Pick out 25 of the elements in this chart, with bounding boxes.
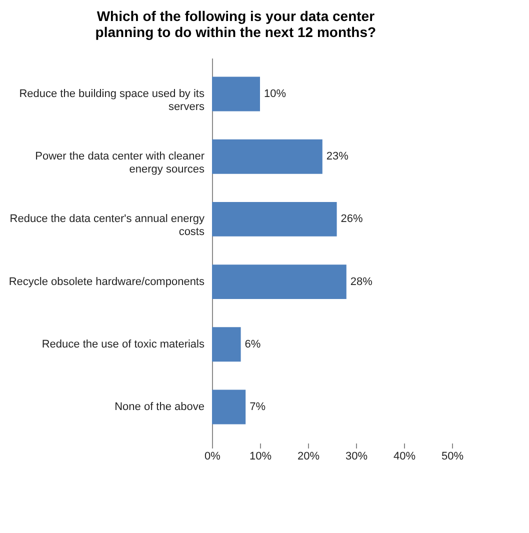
data-label: 28% xyxy=(350,276,373,288)
y-tick-label: Reduce the building space used by its servers xyxy=(19,88,205,113)
y-tick-label: Reduce the use of toxic materials xyxy=(42,338,205,350)
data-label: 6% xyxy=(244,338,261,350)
data-label: 7% xyxy=(250,401,266,414)
bar xyxy=(212,390,246,424)
y-tick-label: Recycle obsolete hardware/components xyxy=(8,276,205,288)
x-tick-label: 40% xyxy=(393,450,416,462)
bar xyxy=(212,76,260,112)
x-tick-label: 30% xyxy=(345,450,368,462)
x-tick-label: 10% xyxy=(249,450,272,462)
x-tick-label: 50% xyxy=(441,450,464,462)
y-tick-label: None of the above xyxy=(114,401,204,414)
bar xyxy=(212,139,322,174)
data-label: 10% xyxy=(264,88,286,100)
bar xyxy=(212,202,337,236)
x-tick-label: 0% xyxy=(204,450,221,462)
chart-title: Which of the following is your data center planning to do within the next 12 months? xyxy=(95,8,376,40)
data-label: 23% xyxy=(326,150,349,163)
x-tick-label: 20% xyxy=(297,450,320,462)
y-tick-label: Power the data center with cleaner energy sources xyxy=(35,150,205,176)
bar xyxy=(212,327,241,362)
y-tick-label: Reduce the data center's annual energy costs xyxy=(10,213,205,238)
data-label: 26% xyxy=(340,213,364,226)
bar xyxy=(212,264,346,300)
